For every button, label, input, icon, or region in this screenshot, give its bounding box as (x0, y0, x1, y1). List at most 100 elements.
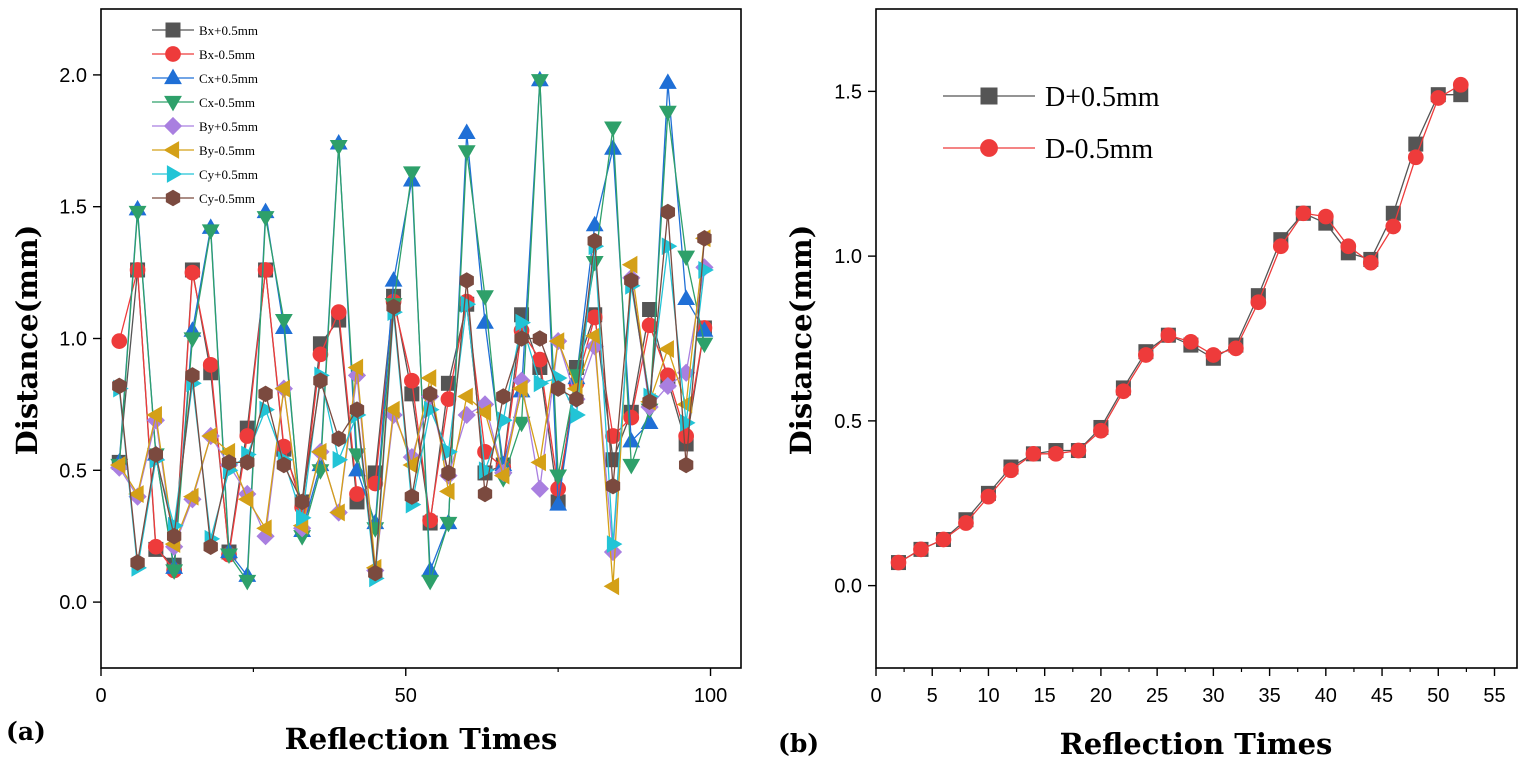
legend-item-bxplus0-5mm: Bx+0.5mm (152, 22, 258, 38)
data-point (1362, 254, 1379, 271)
legend-label: By+0.5mm (199, 119, 258, 134)
data-point (221, 454, 237, 471)
x-tick-label: 45 (1371, 685, 1393, 707)
data-point (658, 376, 677, 396)
data-point (220, 548, 238, 565)
data-point (459, 272, 474, 289)
legend-item-bxminus0-5mm: Bx-0.5mm (152, 46, 255, 62)
data-point (201, 224, 220, 240)
data-point (1228, 340, 1244, 357)
data-point (166, 527, 182, 545)
data-point (439, 516, 458, 533)
legend-marker (980, 87, 998, 105)
data-point (1205, 347, 1222, 363)
data-point (349, 486, 365, 502)
data-point (493, 466, 510, 485)
legend-label: By-0.5mm (199, 143, 255, 158)
data-point (1138, 347, 1154, 363)
data-point (329, 139, 348, 156)
panel-b-x-ticks: 0 5 10 15 20 25 30 35 40 45 50 55 (870, 668, 1506, 707)
data-point (257, 262, 274, 278)
data-point (111, 333, 128, 349)
panel-a-legend: Bx+0.5mm Bx-0.5mm Cx+0.5mm Cx-0.5mm By+0.5mm… (152, 22, 258, 207)
panel-b-legend: D+0.5mm D-0.5mm (943, 82, 1160, 165)
data-point (890, 554, 907, 571)
data-point (384, 400, 400, 419)
data-point (677, 250, 696, 267)
data-point (512, 416, 531, 433)
data-point (660, 203, 676, 221)
data-point (658, 340, 674, 358)
legend-item-dminus0-5mm: D-0.5mm (943, 134, 1153, 165)
data-point (148, 538, 164, 555)
data-point (256, 519, 272, 538)
data-point (570, 406, 586, 424)
data-point (661, 237, 678, 256)
data-point (475, 403, 492, 422)
data-point (331, 430, 346, 447)
data-point (1340, 238, 1357, 255)
data-point (678, 428, 694, 444)
legend-marker (163, 116, 183, 136)
panel-b-y-axis-title: Distance(mm) (784, 225, 818, 456)
data-point (549, 495, 568, 511)
legend-label: Cy-0.5mm (199, 191, 255, 206)
data-point (1407, 149, 1424, 166)
data-point (587, 232, 602, 250)
panel-a-x-ticks: 0 50 100 (95, 668, 727, 707)
legend-label: Bx+0.5mm (199, 23, 258, 38)
data-point (477, 485, 493, 503)
legend-label: Cx+0.5mm (199, 71, 258, 86)
data-point (606, 535, 623, 554)
legend-item-cyplus0-5mm: Cy+0.5mm (152, 165, 258, 183)
panel-b-x-axis-title: Reflection Times (1060, 727, 1333, 761)
y-tick-label: 1.0 (59, 329, 87, 351)
data-point (1048, 445, 1064, 462)
data-point (274, 379, 290, 398)
legend-marker (166, 165, 183, 183)
legend-marker (164, 95, 182, 112)
data-point (695, 321, 714, 337)
x-tick-label: 20 (1090, 685, 1112, 707)
data-point (148, 446, 164, 463)
data-point (274, 313, 293, 330)
data-point (549, 469, 568, 485)
data-point (1272, 238, 1289, 255)
y-tick-label: 1.0 (834, 246, 862, 268)
data-point (457, 387, 473, 406)
legend-label: Bx-0.5mm (199, 47, 255, 62)
data-point (311, 442, 327, 461)
legend-label: D-0.5mm (1045, 134, 1153, 165)
data-point (367, 475, 384, 492)
data-point (422, 385, 438, 403)
data-point (1025, 445, 1042, 462)
data-point (1295, 205, 1312, 222)
data-point (368, 564, 383, 582)
y-tick-label: 1.5 (59, 197, 87, 219)
y-tick-label: 1.5 (834, 81, 862, 103)
data-point (421, 574, 440, 591)
y-tick-label: 0.0 (834, 576, 862, 598)
legend-marker (163, 141, 180, 159)
data-point (624, 272, 639, 289)
data-point (259, 400, 275, 419)
x-tick-label: 100 (694, 685, 727, 707)
legend-item-byminus0-5mm: By-0.5mm (152, 141, 255, 159)
data-point (1385, 218, 1402, 235)
x-tick-label: 40 (1315, 685, 1337, 707)
data-point (496, 388, 511, 405)
data-point (185, 367, 200, 384)
data-point (330, 304, 347, 320)
data-point (349, 401, 365, 418)
data-point (1317, 208, 1334, 225)
data-point (238, 574, 257, 591)
x-tick-label: 30 (1202, 685, 1224, 707)
data-point (1250, 294, 1267, 311)
data-point (603, 577, 620, 596)
data-point (202, 357, 219, 373)
panel-b-frame (875, 8, 1518, 669)
data-point (183, 332, 202, 348)
data-point (457, 145, 476, 161)
data-point (146, 406, 162, 424)
data-point (623, 409, 640, 426)
